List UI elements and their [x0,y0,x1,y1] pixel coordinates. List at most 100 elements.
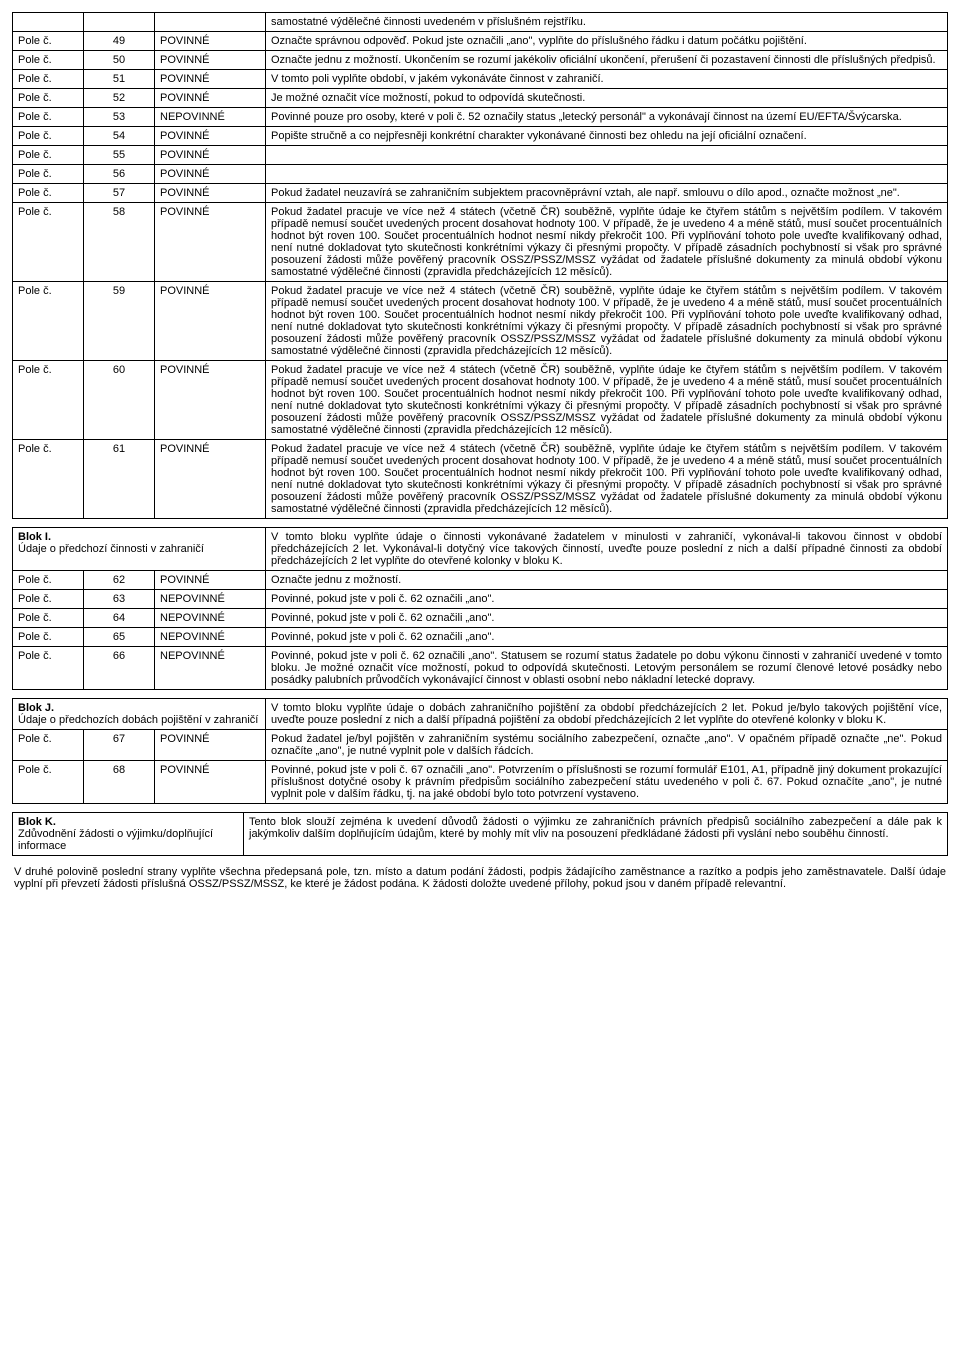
block-k-title: Blok K. [18,816,56,828]
field-required: POVINNÉ [155,730,266,761]
field-description: Povinné, pokud jste v poli č. 67 označil… [266,761,948,804]
table-row: Pole č.53NEPOVINNÉPovinné pouze pro osob… [13,108,948,127]
field-description: Pokud žadatel pracuje ve více než 4 stát… [266,203,948,282]
block-k-desc: Tento blok slouží zejména k uvedení důvo… [244,813,948,856]
field-description: Povinné, pokud jste v poli č. 62 označil… [266,609,948,628]
field-label: Pole č. [13,647,84,690]
field-label: Pole č. [13,282,84,361]
field-label: Pole č. [13,571,84,590]
field-label: Pole č. [13,203,84,282]
field-label: Pole č. [13,89,84,108]
field-required: POVINNÉ [155,165,266,184]
block-k-header-row: Blok K. Zdůvodnění žádosti o výjimku/dop… [13,813,948,856]
field-number: 65 [84,628,155,647]
block-j-title: Blok J. [18,702,54,714]
field-number: 56 [84,165,155,184]
table-row: Pole č.62POVINNÉOznačte jednu z možností… [13,571,948,590]
table-row: Pole č.65NEPOVINNÉPovinné, pokud jste v … [13,628,948,647]
field-description: Popište stručně a co nejpřesněji konkrét… [266,127,948,146]
block-i-title: Blok I. [18,531,51,543]
field-required: POVINNÉ [155,571,266,590]
field-required: NEPOVINNÉ [155,628,266,647]
field-label: Pole č. [13,761,84,804]
field-label: Pole č. [13,590,84,609]
table-row: samostatné výdělečné činnosti uvedeném v… [13,13,948,32]
table-row: Pole č.51POVINNÉV tomto poli vyplňte obd… [13,70,948,89]
field-description: samostatné výdělečné činnosti uvedeném v… [266,13,948,32]
table-row: Pole č.57POVINNÉPokud žadatel neuzavírá … [13,184,948,203]
field-label: Pole č. [13,361,84,440]
table-row: Pole č.54POVINNÉPopište stručně a co nej… [13,127,948,146]
field-label: Pole č. [13,146,84,165]
block-j-desc: V tomto bloku vyplňte údaje o dobách zah… [266,699,948,730]
field-number: 64 [84,609,155,628]
block-j-header-row: Blok J. Údaje o předchozích dobách pojiš… [13,699,948,730]
field-required: POVINNÉ [155,70,266,89]
table-row: Pole č.67POVINNÉPokud žadatel je/byl poj… [13,730,948,761]
field-description: Povinné pouze pro osoby, které v poli č.… [266,108,948,127]
field-required: POVINNÉ [155,282,266,361]
field-description: Je možné označit více možností, pokud to… [266,89,948,108]
field-label: Pole č. [13,51,84,70]
table-row: Pole č.64NEPOVINNÉPovinné, pokud jste v … [13,609,948,628]
field-description: Pokud žadatel neuzavírá se zahraničním s… [266,184,948,203]
field-description: Pokud žadatel pracuje ve více než 4 stát… [266,361,948,440]
field-number: 55 [84,146,155,165]
field-number: 67 [84,730,155,761]
field-label: Pole č. [13,730,84,761]
field-required: POVINNÉ [155,184,266,203]
field-label: Pole č. [13,628,84,647]
field-required: NEPOVINNÉ [155,590,266,609]
field-required: NEPOVINNÉ [155,108,266,127]
field-description [266,146,948,165]
field-number: 59 [84,282,155,361]
field-number: 63 [84,590,155,609]
block-j-sub: Údaje o předchozích dobách pojištění v z… [18,714,258,726]
field-description: Povinné, pokud jste v poli č. 62 označil… [266,590,948,609]
table-row: Pole č.61POVINNÉPokud žadatel pracuje ve… [13,440,948,519]
field-number: 60 [84,361,155,440]
footer-text: V druhé polovině poslední strany vyplňte… [12,864,948,892]
field-label: Pole č. [13,440,84,519]
table-row: Pole č.55POVINNÉ [13,146,948,165]
field-number: 52 [84,89,155,108]
field-required: POVINNÉ [155,440,266,519]
field-number: 61 [84,440,155,519]
field-description: Pokud žadatel pracuje ve více než 4 stát… [266,440,948,519]
field-number: 57 [84,184,155,203]
block-k-sub: Zdůvodnění žádosti o výjimku/doplňující … [18,828,213,852]
block-i-sub: Údaje o předchozí činnosti v zahraničí [18,543,204,555]
table-row: Pole č.63NEPOVINNÉPovinné, pokud jste v … [13,590,948,609]
field-required [155,13,266,32]
field-label: Pole č. [13,127,84,146]
field-required: POVINNÉ [155,361,266,440]
field-required: NEPOVINNÉ [155,647,266,690]
field-required: POVINNÉ [155,203,266,282]
table-blok-k: Blok K. Zdůvodnění žádosti o výjimku/dop… [12,812,948,856]
field-number: 53 [84,108,155,127]
table-row: Pole č.59POVINNÉPokud žadatel pracuje ve… [13,282,948,361]
block-i-desc: V tomto bloku vyplňte údaje o činnosti v… [266,528,948,571]
field-label: Pole č. [13,184,84,203]
table-row: Pole č.52POVINNÉJe možné označit více mo… [13,89,948,108]
table-row: Pole č.56POVINNÉ [13,165,948,184]
field-description: V tomto poli vyplňte období, v jakém vyk… [266,70,948,89]
table-row: Pole č.49POVINNÉOznačte správnou odpověď… [13,32,948,51]
field-description: Označte jednu z možností. Ukončením se r… [266,51,948,70]
field-description [266,165,948,184]
table-row: Pole č.50POVINNÉOznačte jednu z možností… [13,51,948,70]
block-i-header-row: Blok I. Údaje o předchozí činnosti v zah… [13,528,948,571]
field-label: Pole č. [13,70,84,89]
field-number: 54 [84,127,155,146]
field-number [84,13,155,32]
field-number: 68 [84,761,155,804]
field-label: Pole č. [13,32,84,51]
table-row: Pole č.66NEPOVINNÉPovinné, pokud jste v … [13,647,948,690]
table-row: Pole č.68POVINNÉPovinné, pokud jste v po… [13,761,948,804]
field-number: 62 [84,571,155,590]
field-number: 66 [84,647,155,690]
field-description: Pokud žadatel je/byl pojištěn v zahranič… [266,730,948,761]
field-number: 49 [84,32,155,51]
field-required: POVINNÉ [155,146,266,165]
field-label: Pole č. [13,108,84,127]
